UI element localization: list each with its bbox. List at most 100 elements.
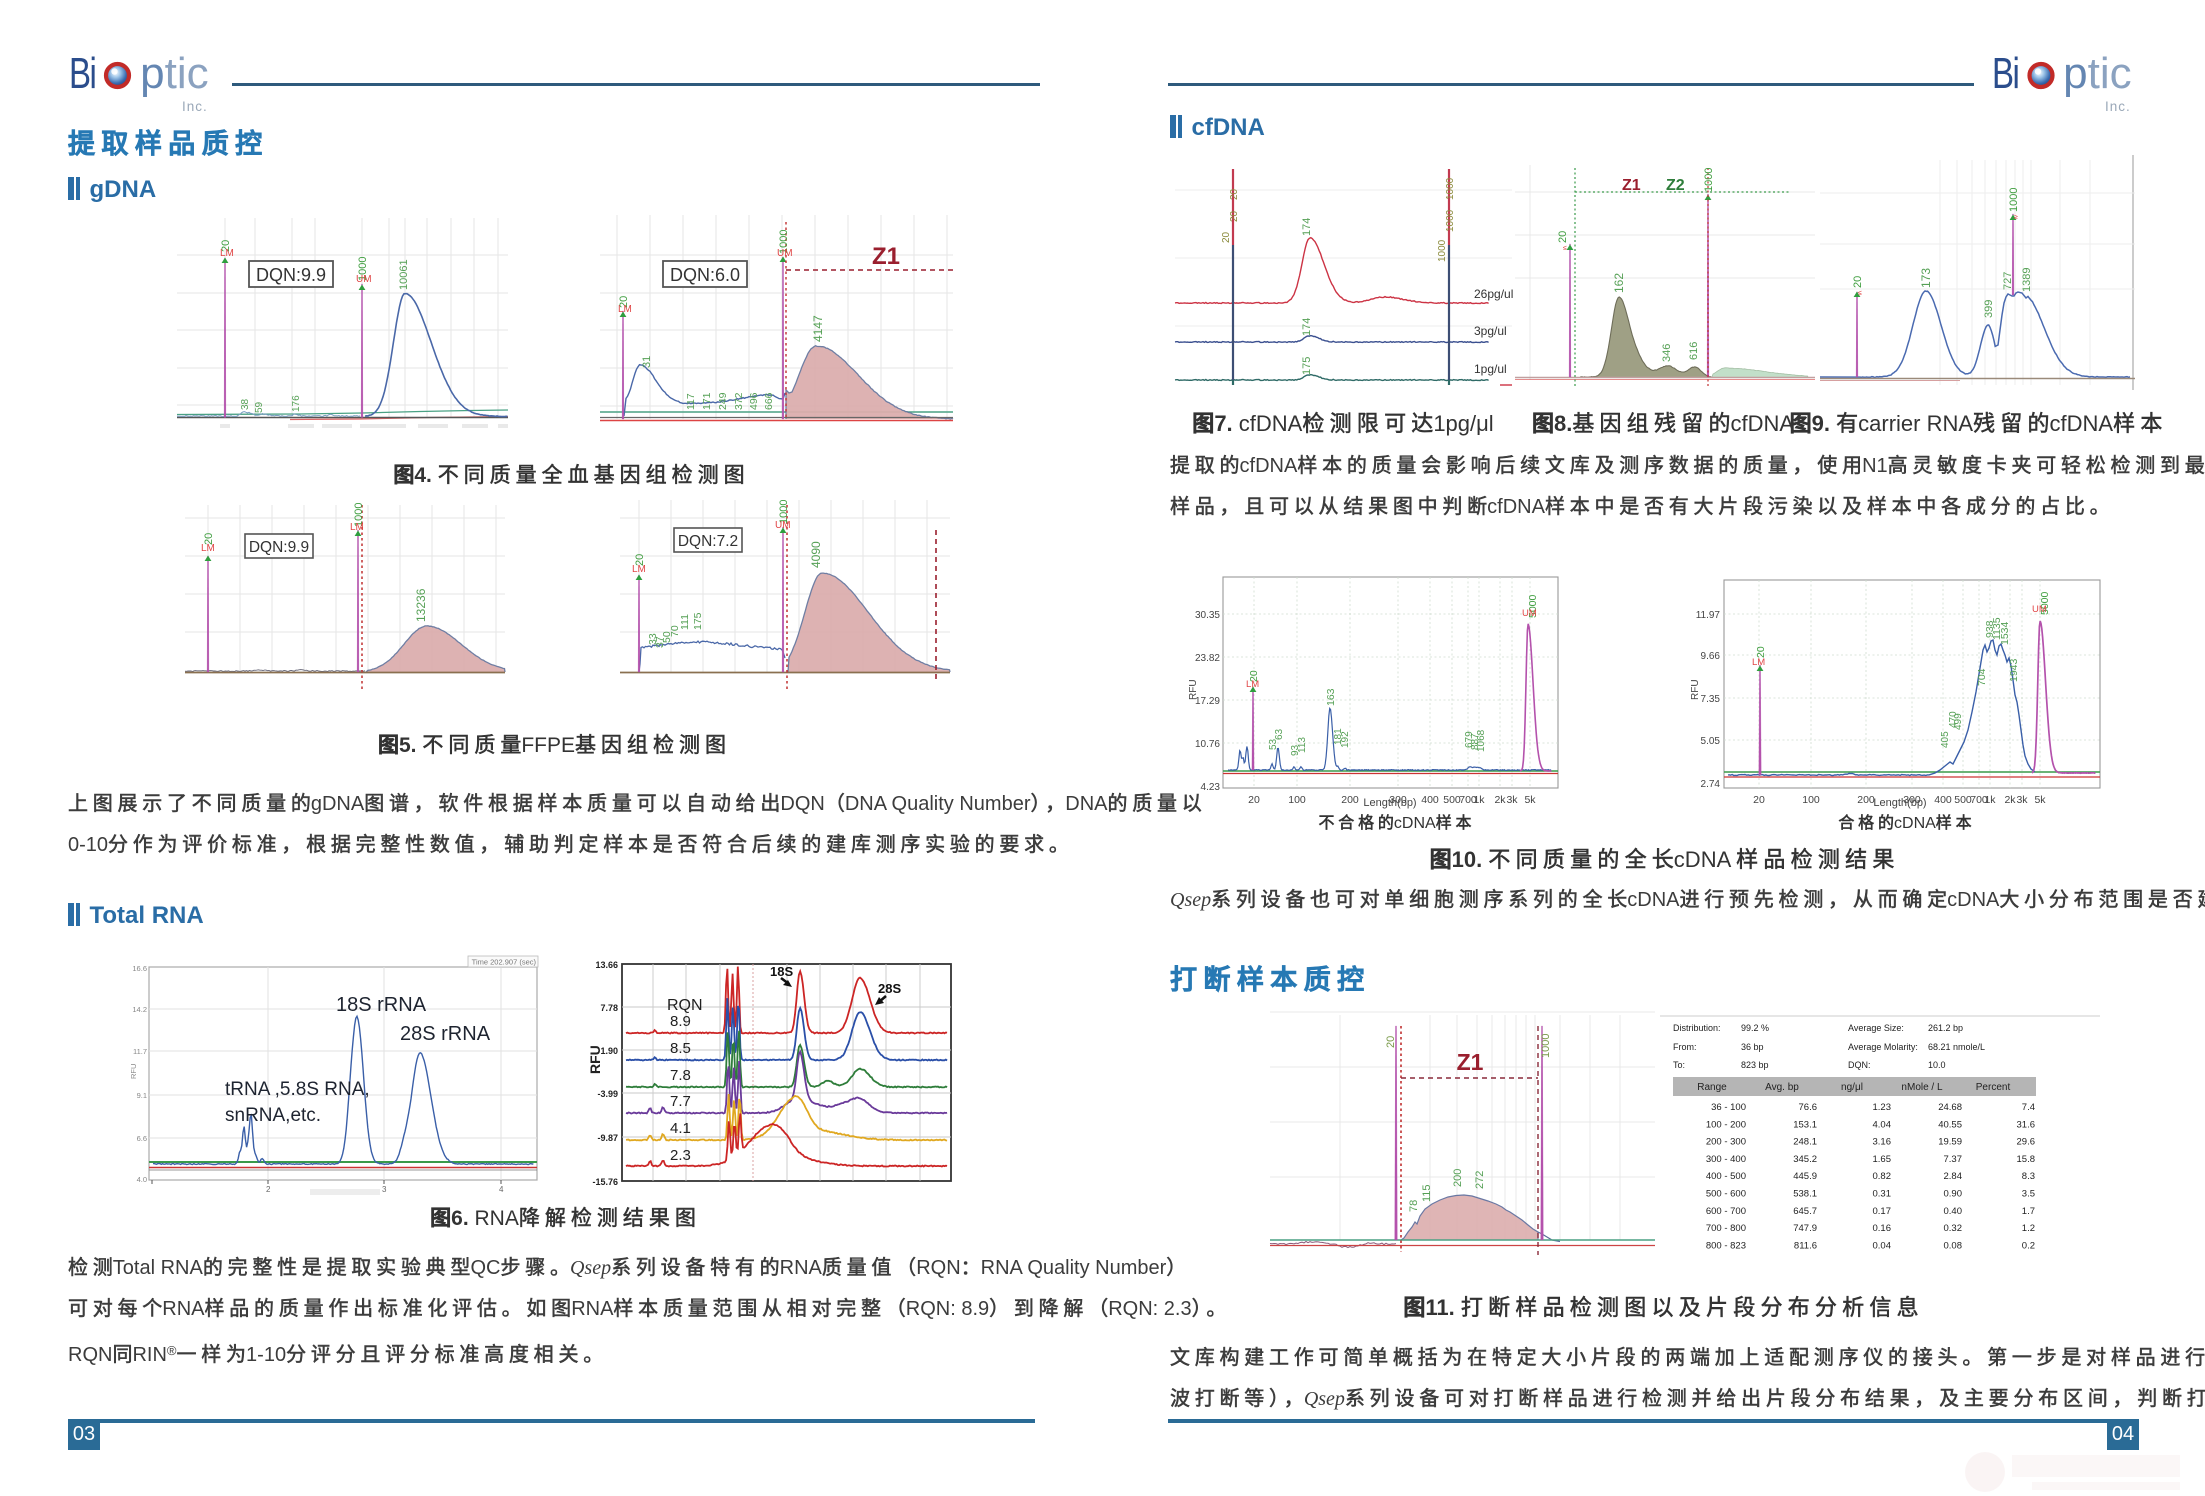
svg-text:38: 38 [240,398,251,410]
svg-text:UM: UM [777,248,793,259]
svg-text:0.90: 0.90 [1944,1189,1963,1200]
svg-text:tRNA ,5.8S RNA,: tRNA ,5.8S RNA, [225,1079,370,1100]
svg-text:345.2: 345.2 [1793,1154,1817,1165]
svg-text:248.1: 248.1 [1793,1137,1817,1148]
svg-text:117: 117 [685,393,697,410]
svg-text:2k: 2k [2004,794,2016,806]
svg-text:500: 500 [1443,794,1461,806]
svg-text:1000: 1000 [778,500,790,524]
svg-text:snRNA,etc.: snRNA,etc. [225,1105,321,1126]
svg-text:100 - 200: 100 - 200 [1706,1119,1746,1130]
svg-text:Average Size:: Average Size: [1848,1023,1904,1033]
svg-text:20: 20 [634,554,646,566]
svg-text:346: 346 [1661,344,1673,362]
svg-text:1k: 1k [1984,794,1996,806]
svg-text:30.35: 30.35 [1195,610,1220,621]
svg-text:18S rRNA: 18S rRNA [336,994,427,1016]
svg-text:Average Molarity:: Average Molarity: [1848,1042,1918,1052]
svg-text:0.17: 0.17 [1873,1206,1892,1217]
svg-text:300: 300 [1903,794,1921,806]
svg-text:2k: 2k [1494,794,1506,806]
svg-text:7.37: 7.37 [1944,1154,1963,1165]
svg-text:538.1: 538.1 [1793,1189,1817,1200]
svg-text:DQN:: DQN: [1848,1060,1871,1070]
svg-text:3pg/ul: 3pg/ul [1474,324,1507,338]
svg-text:1000: 1000 [778,230,790,254]
svg-text:17.29: 17.29 [1195,696,1220,707]
svg-text:800 - 823: 800 - 823 [1706,1240,1746,1251]
svg-text:Z1: Z1 [1622,177,1641,194]
svg-text:93: 93 [1290,744,1301,756]
svg-text:LM: LM [220,248,234,259]
svg-text:18S: 18S [770,964,793,979]
svg-text:1.23: 1.23 [1873,1102,1892,1113]
svg-text:272: 272 [1474,1171,1486,1189]
svg-text:Length(bp): Length(bp) [1363,797,1416,809]
svg-text:70: 70 [669,625,681,637]
svg-text:496: 496 [748,392,760,410]
svg-text:-9.87: -9.87 [597,1133,618,1143]
svg-text:0.32: 0.32 [1944,1223,1963,1234]
svg-text:115: 115 [1421,1184,1433,1202]
svg-text:28S rRNA: 28S rRNA [400,1023,491,1045]
svg-text:23.82: 23.82 [1195,653,1220,664]
svg-text:300: 300 [1389,794,1407,806]
svg-text:700: 700 [1970,794,1988,806]
svg-text:8.5: 8.5 [670,1040,691,1057]
svg-text:1000: 1000 [1437,239,1448,262]
svg-text:LM: LM [201,543,215,554]
svg-text:0.08: 0.08 [1944,1240,1963,1251]
svg-text:20: 20 [1557,231,1569,243]
svg-text:DQN:6.0: DQN:6.0 [670,265,740,285]
svg-text:5k: 5k [2034,794,2046,806]
svg-text:7.7: 7.7 [670,1093,691,1110]
svg-text:249: 249 [717,392,729,410]
svg-text:3.5: 3.5 [2022,1189,2035,1200]
svg-text:400: 400 [1421,794,1439,806]
svg-text:700 - 800: 700 - 800 [1706,1223,1746,1234]
svg-text:163: 163 [1325,688,1337,706]
svg-text:20: 20 [203,533,215,545]
svg-text:470: 470 [1948,711,1959,728]
svg-text:153.1: 153.1 [1793,1119,1817,1130]
svg-text:0.16: 0.16 [1873,1223,1892,1234]
svg-text:1135: 1135 [1991,617,2003,640]
svg-text:4.04: 4.04 [1873,1119,1892,1130]
svg-text:Z1: Z1 [872,243,900,270]
svg-text:31: 31 [641,356,653,368]
svg-text:4090: 4090 [809,541,823,568]
svg-text:76.6: 76.6 [1799,1102,1818,1113]
svg-text:19.59: 19.59 [1938,1137,1962,1148]
svg-text:Time 202.907 (sec): Time 202.907 (sec) [472,958,537,967]
svg-text:20: 20 [220,240,232,252]
svg-text:399: 399 [1983,300,1995,318]
svg-text:100: 100 [1802,794,1820,806]
svg-text:0.31: 0.31 [1873,1189,1892,1200]
svg-text:7.8: 7.8 [670,1067,691,1084]
svg-text:LM: LM [632,564,646,575]
svg-text:1000: 1000 [1703,168,1715,192]
svg-text:176: 176 [291,395,302,412]
svg-text:747.9: 747.9 [1793,1223,1817,1234]
svg-text:1534: 1534 [1999,621,2011,645]
svg-text:1000: 1000 [2008,188,2020,212]
svg-text:200: 200 [1341,794,1359,806]
svg-text:36 bp: 36 bp [1741,1042,1764,1052]
svg-text:3k: 3k [1506,794,1518,806]
svg-text:20: 20 [1385,1036,1397,1048]
svg-text:Range: Range [1697,1082,1727,1093]
svg-text:RFU: RFU [1690,679,1701,700]
svg-text:372: 372 [733,392,745,410]
svg-text:UM: UM [1522,608,1537,619]
svg-text:4.23: 4.23 [1201,782,1221,793]
svg-text:500: 500 [1954,794,1972,806]
svg-text:1943: 1943 [2008,658,2020,682]
svg-text:11.97: 11.97 [1696,610,1721,621]
svg-text:300 - 400: 300 - 400 [1706,1154,1746,1165]
svg-text:9.1: 9.1 [137,1091,147,1100]
svg-text:20: 20 [1852,276,1864,288]
svg-text:679: 679 [1464,731,1475,748]
svg-text:To:: To: [1673,1060,1685,1070]
svg-text:RFU: RFU [587,1045,603,1074]
svg-text:Distribution:: Distribution: [1673,1023,1721,1033]
